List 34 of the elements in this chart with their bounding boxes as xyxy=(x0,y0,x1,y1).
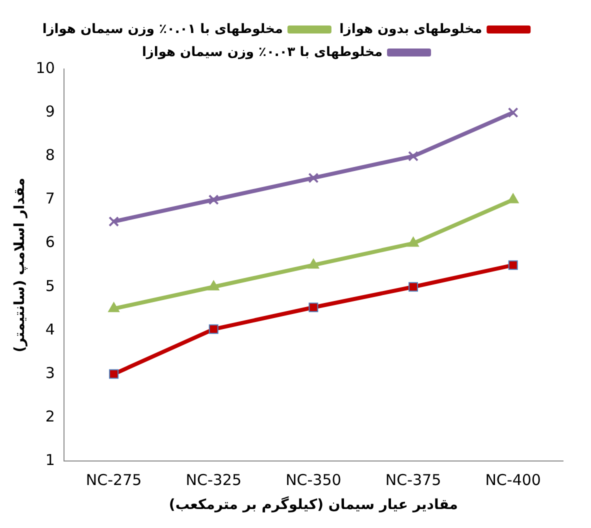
point xyxy=(508,107,518,118)
point xyxy=(109,369,119,379)
x-tick-label: NC-350 xyxy=(286,471,342,490)
y-tick-label: 1 xyxy=(45,451,55,470)
x-tick-label: NC-325 xyxy=(186,471,242,490)
x-axis-title: مقادیر عیار سیمان (کیلوگرم بر مترمکعب) xyxy=(168,496,458,514)
y-axis-title: مقدار اسلامپ (سانتیمتر) xyxy=(12,178,28,352)
y-tick-label: 7 xyxy=(45,190,55,208)
x-tick-label: NC-400 xyxy=(485,471,541,490)
legend-label: مخلوطهای با ۰.۰۱٪ وزن سیمان هوازا xyxy=(42,22,283,37)
point xyxy=(308,302,318,312)
point xyxy=(408,236,419,247)
y-tick-label: 4 xyxy=(45,320,55,338)
point xyxy=(408,282,418,292)
x-tick-label: NC-275 xyxy=(86,471,142,490)
y-tick-label: 3 xyxy=(45,364,55,382)
legend-label: مخلوطهای بدون هوازا xyxy=(339,22,482,37)
y-tick-label: 9 xyxy=(45,102,55,120)
point xyxy=(208,194,219,205)
point xyxy=(108,216,120,227)
point xyxy=(508,260,518,270)
y-tick-label: 10 xyxy=(36,58,55,77)
point xyxy=(408,150,419,162)
legend-label: مخلوطهای با ۰.۰۳٪ وزن سیمان هوازا xyxy=(142,44,383,60)
y-tick-label: 8 xyxy=(45,146,55,164)
y-tick-label: 5 xyxy=(45,276,55,295)
point xyxy=(208,324,218,334)
point xyxy=(308,172,319,184)
x-tick-label: NC-375 xyxy=(385,471,442,490)
point xyxy=(208,280,220,290)
y-tick-label: 6 xyxy=(45,233,55,252)
point xyxy=(108,302,120,312)
y-tick-label: 2 xyxy=(45,408,55,426)
point xyxy=(308,258,320,269)
